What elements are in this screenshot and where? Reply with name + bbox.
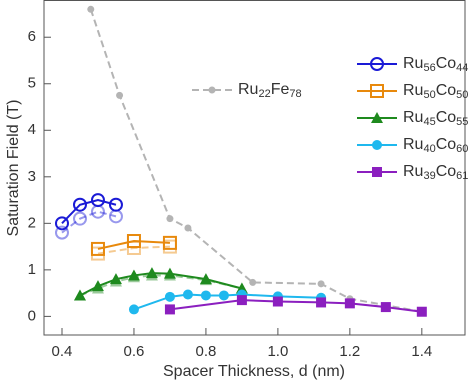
- y-tick-label: 1: [28, 261, 36, 278]
- series-line: [89, 8, 422, 313]
- series-line: [97, 240, 170, 250]
- marker: [54, 216, 69, 231]
- marker: [199, 273, 212, 285]
- marker: [208, 86, 216, 94]
- marker: [145, 267, 158, 279]
- marker: [166, 215, 174, 223]
- marker: [127, 269, 140, 281]
- marker: [236, 295, 247, 306]
- marker: [163, 267, 176, 279]
- marker: [272, 296, 283, 307]
- marker: [370, 84, 384, 98]
- x-tick-label: 0.6: [124, 343, 145, 360]
- marker: [316, 297, 327, 308]
- marker: [164, 291, 175, 302]
- marker: [249, 278, 257, 286]
- marker: [380, 302, 391, 313]
- marker: [162, 235, 177, 250]
- marker: [182, 289, 193, 300]
- marker: [72, 211, 87, 226]
- x-tick-label: 0.8: [195, 343, 216, 360]
- legend-label: Ru45Co55: [403, 109, 468, 128]
- marker: [370, 57, 384, 71]
- marker: [108, 197, 123, 212]
- marker: [372, 140, 382, 150]
- legend-label: Ru50Co50: [403, 82, 468, 101]
- marker: [416, 306, 427, 317]
- y-tick-label: 5: [28, 75, 36, 92]
- y-tick-label: 2: [28, 214, 36, 231]
- marker: [344, 298, 355, 309]
- marker: [218, 290, 229, 301]
- marker: [109, 273, 122, 285]
- marker: [73, 289, 86, 301]
- marker: [91, 280, 104, 292]
- marker: [116, 91, 124, 99]
- y-tick-label: 0: [28, 307, 36, 324]
- series-line: [61, 210, 117, 234]
- plot-frame: [43, 0, 466, 336]
- y-tick-label: 6: [28, 28, 36, 45]
- legend-label: Ru39Co61: [403, 163, 468, 182]
- marker: [200, 290, 211, 301]
- marker: [371, 112, 383, 123]
- series-line: [61, 199, 117, 225]
- marker: [164, 304, 175, 315]
- y-tick-label: 4: [28, 121, 36, 138]
- y-tick-label: 3: [28, 168, 36, 185]
- legend-label: Ru40Co60: [403, 136, 468, 155]
- legend-label: Ru22Fe78: [238, 81, 302, 100]
- marker: [126, 234, 141, 249]
- marker: [372, 167, 382, 177]
- marker: [54, 225, 69, 240]
- series-line: [79, 272, 243, 297]
- series-line: [79, 274, 243, 297]
- marker: [184, 224, 192, 232]
- marker: [128, 304, 139, 315]
- x-tick-label: 1.2: [339, 343, 360, 360]
- marker: [90, 193, 105, 208]
- marker: [72, 197, 87, 212]
- marker: [317, 280, 325, 288]
- legend-label: Ru56Co44: [403, 55, 468, 74]
- marker: [90, 241, 105, 256]
- marker: [87, 5, 95, 13]
- x-axis-title: Spacer Thickness, d (nm): [163, 363, 345, 380]
- x-tick-label: 1.4: [411, 343, 432, 360]
- marker: [90, 204, 105, 219]
- y-axis-title: Saturation Field (T): [5, 100, 22, 237]
- x-tick-label: 1.0: [267, 343, 288, 360]
- x-tick-label: 0.4: [52, 343, 73, 360]
